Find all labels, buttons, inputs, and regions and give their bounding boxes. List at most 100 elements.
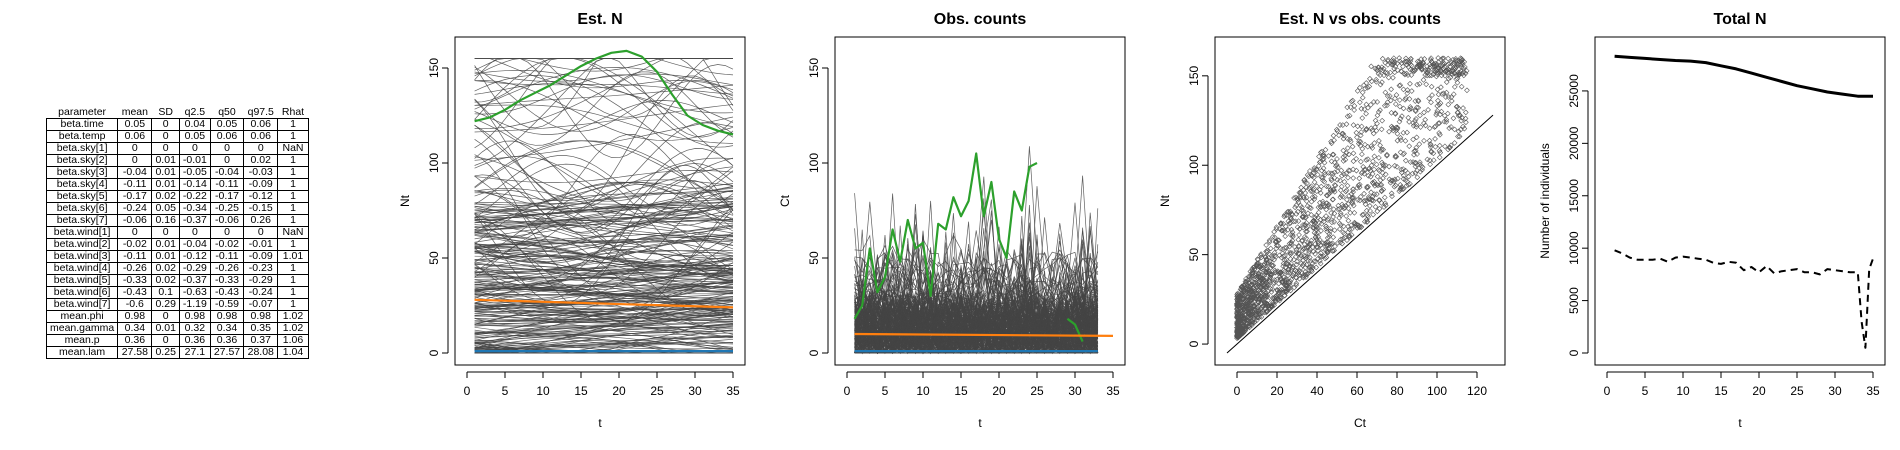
table-value-cell: -0.59 [209, 298, 245, 311]
table-value-cell: -0.24 [117, 202, 153, 215]
scatter-point [1380, 65, 1387, 72]
scatter-point [1359, 212, 1366, 218]
scatter-point [1287, 282, 1293, 289]
scatter-point [1340, 132, 1347, 139]
scatter-point [1376, 168, 1383, 174]
scatter-point [1416, 81, 1423, 87]
background-trajectory-line [474, 249, 733, 274]
scatter-point [1444, 110, 1451, 117]
scatter-point [1293, 247, 1300, 253]
scatter-point [1252, 279, 1259, 286]
scatter-point [1287, 256, 1294, 262]
scatter-point [1400, 176, 1407, 182]
parameter-name-cell: beta.temp [45, 130, 119, 143]
scatter-point [1402, 95, 1409, 102]
scatter-point [1303, 261, 1310, 268]
background-trajectory-line [854, 292, 1098, 355]
scatter-point [1335, 164, 1341, 170]
scatter-point [1244, 299, 1250, 306]
scatter-point [1247, 294, 1253, 301]
scatter-point [1246, 283, 1252, 290]
scatter-point [1340, 154, 1347, 160]
scatter-point [1263, 266, 1270, 273]
scatter-point [1337, 236, 1344, 243]
scatter-point [1296, 194, 1303, 201]
x-tick-label: 15 [954, 384, 968, 398]
scatter-point [1378, 188, 1385, 195]
scatter-point [1240, 323, 1246, 330]
scatter-point [1400, 166, 1407, 172]
scatter-point [1311, 179, 1318, 186]
scatter-point [1399, 186, 1405, 192]
scatter-point [1317, 158, 1324, 165]
scatter-point [1303, 184, 1310, 191]
scatter-point [1302, 253, 1309, 260]
scatter-point [1390, 125, 1397, 131]
scatter-point [1356, 175, 1363, 182]
scatter-point [1257, 263, 1264, 270]
parameter-name-cell: beta.sky[1] [45, 142, 119, 155]
scatter-point [1456, 72, 1462, 79]
scatter-point [1340, 130, 1346, 137]
background-trajectory-line [474, 71, 734, 86]
background-trajectory-line [474, 280, 734, 297]
scatter-point [1265, 259, 1272, 266]
scatter-point [1373, 161, 1380, 168]
scatter-point [1308, 212, 1315, 218]
scatter-point [1288, 226, 1295, 233]
scatter-point [1377, 177, 1384, 183]
background-trajectory-line [474, 252, 734, 281]
scatter-point [1287, 251, 1294, 257]
scatter-point [1274, 268, 1281, 275]
table-value-cell: -0.37 [178, 274, 211, 287]
scatter-point [1282, 288, 1289, 295]
scatter-point [1308, 172, 1315, 178]
background-trajectory-line [474, 337, 734, 354]
scatter-point [1397, 103, 1403, 110]
table-value-cell: 0.06 [117, 130, 153, 143]
scatter-point [1361, 171, 1368, 177]
scatter-point [1378, 148, 1384, 154]
scatter-point [1315, 240, 1322, 247]
scatter-point [1248, 270, 1255, 276]
scatter-point [1375, 167, 1382, 173]
scatter-point [1387, 97, 1394, 104]
scatter-point [1249, 278, 1255, 285]
scatter-point [1417, 112, 1423, 119]
scatter-point [1373, 127, 1380, 134]
scatter-point [1462, 64, 1468, 70]
table-row: mean.phi 0.98 0 0.98 0.98 0.98 1.02 [45, 310, 309, 323]
scatter-point [1453, 61, 1460, 67]
scatter-point [1401, 59, 1408, 65]
scatter-point [1276, 237, 1282, 244]
scatter-point [1421, 120, 1427, 126]
background-trajectory-line [854, 146, 1099, 315]
scatter-point [1384, 99, 1391, 106]
x-tick-label: 0 [1234, 384, 1241, 398]
table-value-cell: 0 [117, 226, 153, 239]
total-n-plot: Total N 0 5 10 15 20 25 30 35 0 5000 10000 15000 2000… [1538, 11, 1886, 430]
scatter-point [1427, 157, 1433, 164]
scatter-point [1449, 71, 1455, 78]
scatter-point [1404, 170, 1411, 176]
parameter-name-cell: beta.sky[4] [45, 178, 119, 191]
scatter-point [1392, 95, 1398, 102]
scatter-point [1448, 94, 1455, 101]
scatter-point [1427, 161, 1433, 168]
table-value-cell: -0.33 [209, 274, 245, 287]
table-value-cell: -0.24 [243, 286, 279, 299]
scatter-point [1307, 254, 1313, 261]
table-value-cell: 0.06 [243, 130, 279, 143]
scatter-point [1337, 210, 1344, 217]
scatter-point [1365, 183, 1371, 190]
scatter-point [1346, 193, 1352, 199]
background-trajectory-line [474, 71, 734, 146]
scatter-point [1394, 125, 1401, 132]
table-value-cell: 0.1 [151, 286, 180, 299]
scatter-point [1406, 143, 1413, 149]
x-tick-label: 25 [1030, 384, 1044, 398]
scatter-point [1378, 146, 1385, 153]
background-trajectory-line [854, 299, 1099, 354]
scatter-point [1331, 137, 1337, 144]
table-value-cell: 0.32 [178, 322, 211, 335]
